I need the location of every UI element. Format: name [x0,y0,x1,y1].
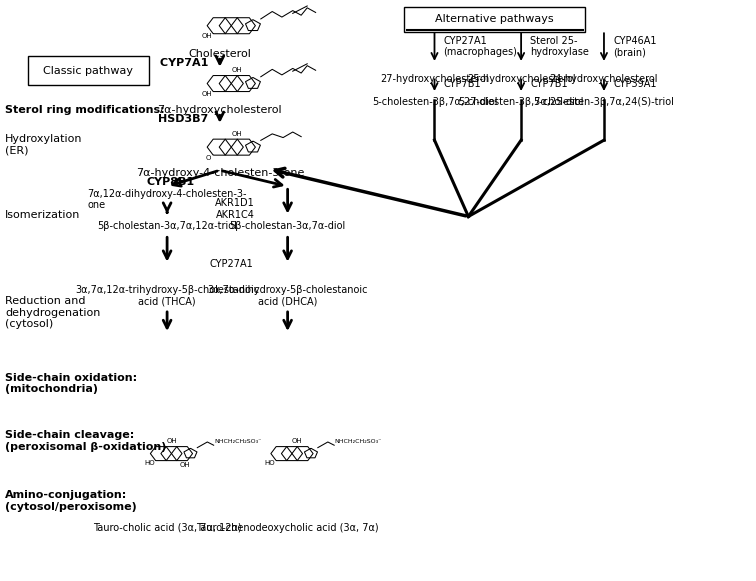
Text: HO: HO [144,460,154,466]
Text: 5-cholesten-3β,7α,25-diol: 5-cholesten-3β,7α,25-diol [458,97,584,107]
Text: Cholesterol: Cholesterol [188,49,251,59]
Text: 27-hydroxycholesterol: 27-hydroxycholesterol [380,74,489,84]
Text: CYP7A1: CYP7A1 [160,58,212,68]
Text: Classic pathway: Classic pathway [43,66,133,76]
Text: CYP27A1
(macrophages): CYP27A1 (macrophages) [444,35,517,58]
Text: Tauro-cholic acid (3α, 7α, 12α): Tauro-cholic acid (3α, 7α, 12α) [93,523,241,533]
Text: Tauro-chenodeoxycholic acid (3α, 7α): Tauro-chenodeoxycholic acid (3α, 7α) [197,523,379,533]
Text: OH: OH [180,462,191,468]
Text: 5β-cholestan-3α,7α,12α-triol: 5β-cholestan-3α,7α,12α-triol [98,221,237,231]
Text: Sterol 25-
hydroxylase: Sterol 25- hydroxylase [530,35,589,58]
Text: CYP7B1: CYP7B1 [444,79,481,89]
Text: CYP7B1: CYP7B1 [530,79,568,89]
FancyBboxPatch shape [28,56,149,85]
Text: Isomerization: Isomerization [5,210,81,220]
Text: CYP8B1: CYP8B1 [147,177,195,187]
Text: AKR1D1
AKR1C4: AKR1D1 AKR1C4 [215,198,255,220]
Text: 5-cholesten-3β,7α,24(S)-triol: 5-cholesten-3β,7α,24(S)-triol [534,97,674,107]
Text: OH: OH [231,131,242,137]
Text: Hydroxylation
(ER): Hydroxylation (ER) [5,134,82,156]
Text: CYP39A1: CYP39A1 [613,79,656,89]
Text: O: O [206,155,211,161]
FancyBboxPatch shape [404,6,585,32]
Text: NHCH₂CH₂SO₃⁻: NHCH₂CH₂SO₃⁻ [335,439,382,444]
Text: OH: OH [201,91,212,96]
Text: 5-cholesten-3β,7α,27-diol: 5-cholesten-3β,7α,27-diol [372,97,497,107]
Text: Reduction and
dehydrogenation
(cytosol): Reduction and dehydrogenation (cytosol) [5,296,101,329]
Text: 24-hydroxycholesterol: 24-hydroxycholesterol [550,74,658,84]
Text: 25-hydroxycholesterol: 25-hydroxycholesterol [466,74,575,84]
Text: OH: OH [201,33,212,39]
Text: NHCH₂CH₂SO₃⁻: NHCH₂CH₂SO₃⁻ [214,439,262,444]
Text: 7α,12α-dihydroxy-4-cholesten-3-
one: 7α,12α-dihydroxy-4-cholesten-3- one [88,189,247,210]
Text: HO: HO [265,460,275,466]
Text: 3α,7α,12α-trihydroxy-5β-cholestanoic
acid (THCA): 3α,7α,12α-trihydroxy-5β-cholestanoic aci… [75,285,259,306]
Text: 3α,7α-dihydroxy-5β-cholestanoic
acid (DHCA): 3α,7α-dihydroxy-5β-cholestanoic acid (DH… [207,285,368,306]
Text: OH: OH [231,67,242,73]
Text: Amino-conjugation:
(cytosol/peroxisome): Amino-conjugation: (cytosol/peroxisome) [5,490,137,512]
Text: HSD3B7: HSD3B7 [158,114,212,124]
Text: Side-chain oxidation:
(mitochondria): Side-chain oxidation: (mitochondria) [5,372,138,394]
Text: Sterol ring modifications:: Sterol ring modifications: [5,106,165,116]
Text: 7α-hydroxycholesterol: 7α-hydroxycholesterol [157,106,282,116]
Text: Side-chain cleavage:
(peroxisomal β-oxidation): Side-chain cleavage: (peroxisomal β-oxid… [5,431,166,452]
Text: CYP27A1: CYP27A1 [209,259,253,268]
Text: 7α-hydroxy-4-cholesten-3-one: 7α-hydroxy-4-cholesten-3-one [135,168,304,178]
Text: OH: OH [292,439,302,444]
Text: Alternative pathways: Alternative pathways [435,15,554,24]
Text: 5β-cholestan-3α,7α-diol: 5β-cholestan-3α,7α-diol [230,221,345,231]
Text: OH: OH [166,439,177,444]
Text: CYP46A1
(brain): CYP46A1 (brain) [613,35,656,58]
